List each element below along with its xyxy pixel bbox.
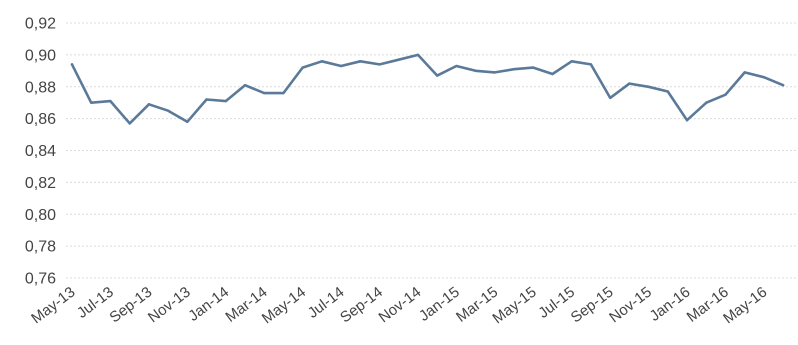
x-tick-label: May-13: [28, 284, 78, 328]
y-tick-label: 0,82: [25, 175, 56, 192]
data-point: [724, 94, 726, 96]
x-tick-label: Nov-15: [606, 284, 655, 327]
data-point: [225, 100, 227, 102]
data-point: [609, 97, 611, 99]
x-tick-label: May-14: [259, 284, 309, 328]
series-layer: [71, 54, 785, 125]
data-point: [667, 90, 669, 92]
y-tick-label: 0,92: [25, 16, 56, 33]
data-point: [282, 92, 284, 94]
y-tick-label: 0,86: [25, 111, 56, 128]
data-point: [705, 101, 707, 103]
data-point: [148, 103, 150, 105]
y-tick-label: 0,88: [25, 79, 56, 96]
x-tick-label: Nov-14: [376, 284, 425, 327]
x-axis: May-13Jul-13Sep-13Nov-13Jan-14Mar-14May-…: [28, 284, 770, 328]
data-point: [590, 63, 592, 65]
data-point: [71, 63, 73, 65]
data-point: [494, 71, 496, 73]
data-point: [340, 65, 342, 67]
x-tick-label: May-16: [720, 284, 770, 328]
data-point: [763, 76, 765, 78]
data-point: [378, 63, 380, 65]
y-tick-label: 0,90: [25, 47, 56, 64]
x-tick-label: Sep-15: [568, 284, 617, 327]
data-point: [244, 84, 246, 86]
x-tick-label: Sep-14: [337, 284, 386, 327]
y-tick-label: 0,78: [25, 239, 56, 256]
data-point: [398, 58, 400, 60]
x-tick-label: Jan-16: [647, 284, 694, 325]
y-axis: 0,92 0,90 0,88 0,86 0,84 0,82 0,80 0,78 0,76: [25, 16, 56, 288]
data-point: [686, 119, 688, 121]
x-tick-label: May-15: [489, 284, 539, 328]
x-tick-label: Sep-13: [106, 284, 155, 327]
y-tick-label: 0,80: [25, 207, 56, 224]
data-point: [301, 66, 303, 68]
data-point: [628, 82, 630, 84]
data-point: [551, 73, 553, 75]
data-point: [455, 65, 457, 67]
data-point: [744, 71, 746, 73]
data-point: [128, 122, 130, 124]
data-point: [417, 54, 419, 56]
data-point: [90, 101, 92, 103]
grid-lines: [66, 23, 797, 278]
data-point: [109, 100, 111, 102]
data-point: [782, 84, 784, 86]
x-tick-label: Nov-13: [145, 284, 194, 327]
y-tick-label: 0,84: [25, 143, 56, 160]
x-tick-label: Jan-15: [416, 284, 463, 325]
data-point: [263, 92, 265, 94]
data-point: [205, 98, 207, 100]
data-point: [532, 66, 534, 68]
data-point: [647, 86, 649, 88]
data-point: [513, 68, 515, 70]
series-line: [72, 55, 783, 124]
data-point: [359, 60, 361, 62]
data-point: [571, 60, 573, 62]
data-point: [436, 74, 438, 76]
data-point: [186, 121, 188, 123]
x-tick-label: Jan-14: [185, 284, 232, 325]
y-tick-label: 0,76: [25, 271, 56, 288]
data-point: [321, 60, 323, 62]
data-point: [474, 70, 476, 72]
data-point: [167, 109, 169, 111]
